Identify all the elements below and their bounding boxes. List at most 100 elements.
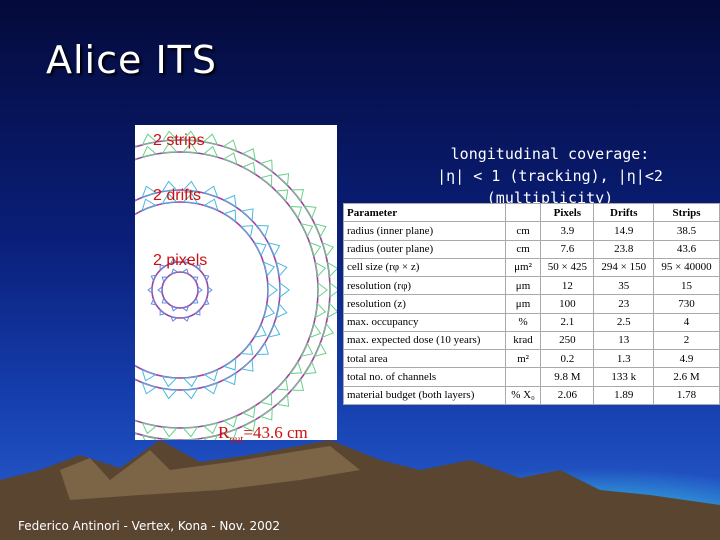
module xyxy=(202,145,219,158)
detector-drawing xyxy=(135,130,337,440)
detector-figure xyxy=(135,125,337,440)
mountains-shade xyxy=(60,446,360,500)
module xyxy=(182,426,199,438)
module xyxy=(170,268,179,275)
module xyxy=(223,209,237,223)
module xyxy=(240,358,254,372)
title: Alice ITS xyxy=(46,38,218,82)
table-cell: 43.6 xyxy=(653,239,720,259)
module xyxy=(161,375,178,388)
module xyxy=(275,377,289,391)
module xyxy=(203,298,210,306)
module xyxy=(182,192,199,205)
table-cell xyxy=(504,202,542,223)
coverage: longitudinal coverage: |η| < 1 (tracking… xyxy=(380,143,720,209)
module xyxy=(203,185,219,198)
module xyxy=(135,144,138,148)
module xyxy=(141,422,158,435)
module xyxy=(317,281,328,299)
module xyxy=(313,342,327,357)
module xyxy=(161,388,178,400)
table-cell xyxy=(504,367,542,387)
module xyxy=(182,258,191,265)
table-row: max. expected dose (10 years) krad 250 13 2 xyxy=(343,330,720,351)
table-row: radius (outer plane) cm 7.6 23.8 43.6 xyxy=(343,239,720,259)
module xyxy=(141,145,158,158)
table-cell: total area xyxy=(343,349,506,369)
table-cell: 730 xyxy=(653,294,720,314)
table-cell: 100 xyxy=(540,294,595,314)
table-cell: radius (outer plane) xyxy=(343,239,506,259)
table-cell: krad xyxy=(504,330,542,351)
module xyxy=(159,264,166,272)
table-cell: total no. of channels xyxy=(343,367,506,387)
module xyxy=(157,285,163,295)
radius-label: Rout=43.6 cm xyxy=(218,423,308,445)
table-cell: cell size (rφ × z) xyxy=(343,257,506,278)
module xyxy=(135,365,137,368)
table-cell: 7.6 xyxy=(540,239,595,259)
module xyxy=(141,434,158,440)
table-cell: 2.06 xyxy=(540,385,595,406)
module xyxy=(303,205,317,220)
table-row: resolution (rφ) μm 12 35 15 xyxy=(343,276,720,296)
table-cell: 2.6 M xyxy=(653,367,720,387)
module xyxy=(197,285,203,295)
table-cell: Strips xyxy=(653,202,720,223)
coverage-heading: longitudinal coverage: xyxy=(450,145,650,163)
module xyxy=(275,302,288,319)
table-cell: 50 × 425 xyxy=(540,257,595,278)
module xyxy=(222,372,237,386)
module xyxy=(309,241,322,258)
rings xyxy=(135,130,337,440)
module xyxy=(259,174,273,188)
module xyxy=(289,360,303,375)
table-cell: % xyxy=(504,312,542,332)
module xyxy=(253,242,267,257)
table-row: Parameter Pixels Drifts Strips xyxy=(343,202,720,223)
module xyxy=(207,285,213,295)
module xyxy=(135,157,138,160)
module xyxy=(255,225,269,238)
module xyxy=(170,305,179,312)
table-row: max. occupancy% 2.1 2.5 4 xyxy=(343,312,720,332)
table-cell: 12 xyxy=(540,276,595,296)
module xyxy=(259,159,273,173)
module xyxy=(150,298,157,306)
table-cell: 9.8 M xyxy=(540,367,595,387)
table-cell: 2.1 xyxy=(540,312,595,332)
module xyxy=(222,428,238,440)
table-cell: 4.9 xyxy=(653,349,720,369)
module xyxy=(241,161,256,175)
module xyxy=(203,382,219,395)
module xyxy=(135,432,138,436)
radius-text: =43.6 cm xyxy=(243,423,308,442)
table-cell: μm xyxy=(504,294,542,314)
table-row: cell size (rφ × z) μm² 50 × 425 294 × 150 95… xyxy=(343,257,720,278)
module xyxy=(202,422,219,435)
module xyxy=(275,189,289,203)
module xyxy=(222,415,238,428)
module xyxy=(267,281,278,299)
table-cell: 35 xyxy=(593,276,655,296)
module xyxy=(314,261,327,278)
table-cell: 4 xyxy=(653,312,720,332)
module xyxy=(141,185,157,198)
module xyxy=(182,142,199,154)
table-cell: 15 xyxy=(653,276,720,296)
figure-label: 2 strips xyxy=(153,132,205,149)
module xyxy=(300,342,314,357)
module xyxy=(279,281,290,299)
table-cell: radius (inner plane) xyxy=(343,221,506,241)
module xyxy=(161,297,169,304)
table-cell: 1.78 xyxy=(653,385,720,406)
table-cell: 95 × 40000 xyxy=(653,257,720,278)
module xyxy=(182,375,199,388)
module xyxy=(223,357,237,371)
module xyxy=(150,274,157,282)
module xyxy=(182,180,199,192)
module xyxy=(181,305,190,312)
module xyxy=(263,261,276,277)
module xyxy=(276,393,290,407)
